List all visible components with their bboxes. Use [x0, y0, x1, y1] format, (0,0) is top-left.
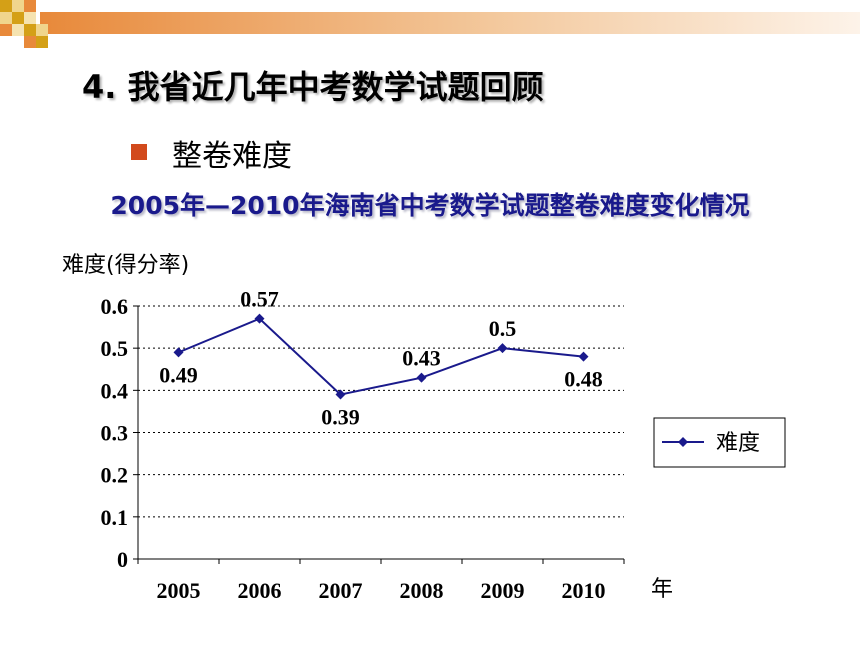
data-label: 0.57 — [240, 287, 279, 312]
x-tick-label: 2009 — [481, 578, 525, 603]
deco-square — [0, 12, 12, 24]
x-axis-label: 年 — [651, 577, 673, 602]
series-line — [178, 317, 584, 396]
legend: 难度 — [653, 417, 786, 468]
y-tick-label: 0 — [117, 547, 128, 572]
data-point — [254, 313, 265, 324]
bullet-square-icon — [131, 144, 147, 160]
y-tick-label: 0.2 — [101, 463, 129, 488]
y-axis-label: 难度(得分率) — [62, 253, 189, 278]
data-label: 0.49 — [159, 362, 198, 387]
deco-square — [24, 12, 36, 24]
data-point — [416, 372, 427, 383]
slide-heading: 4. 我省近几年中考数学试题回顾 — [82, 68, 544, 106]
data-label: 0.48 — [564, 367, 603, 392]
deco-square — [12, 24, 24, 36]
deco-square — [24, 24, 36, 36]
data-label: 0.5 — [489, 316, 517, 341]
data-point — [335, 389, 346, 400]
y-tick-label: 0.6 — [101, 294, 129, 319]
deco-square — [12, 0, 24, 12]
x-tick-label: 2005 — [157, 578, 201, 603]
data-point — [173, 347, 184, 358]
deco-square — [36, 36, 48, 48]
y-tick-label: 0.1 — [101, 505, 129, 530]
bullet-text: 整卷难度 — [172, 139, 292, 174]
x-tick-label: 2010 — [562, 578, 606, 603]
x-tick-label: 2007 — [319, 578, 363, 603]
legend-label: 难度 — [716, 431, 760, 456]
y-tick-label: 0.3 — [101, 421, 129, 446]
deco-square — [36, 24, 48, 36]
deco-square — [24, 36, 36, 48]
deco-square — [0, 0, 12, 12]
line-chart: 难度(得分率) 年 0 0.1 0.2 0.3 0.4 0.5 0.6 2005 2006 200… — [62, 253, 786, 603]
deco-square — [12, 12, 24, 24]
chart-subtitle: 2005年—2010年海南省中考数学试题整卷难度变化情况 — [110, 191, 750, 220]
deco-square — [0, 24, 12, 36]
data-label: 0.43 — [402, 346, 441, 371]
y-tick-label: 0.4 — [101, 378, 129, 403]
y-tick-label: 0.5 — [101, 336, 129, 361]
x-tick-label: 2008 — [400, 578, 444, 603]
legend-marker-icon — [678, 437, 688, 447]
header-band — [40, 12, 860, 34]
data-point — [497, 343, 508, 354]
deco-square — [24, 0, 36, 12]
top-decoration — [0, 0, 860, 48]
data-label: 0.39 — [321, 405, 360, 430]
data-point — [578, 351, 589, 362]
x-tick-label: 2006 — [238, 578, 282, 603]
